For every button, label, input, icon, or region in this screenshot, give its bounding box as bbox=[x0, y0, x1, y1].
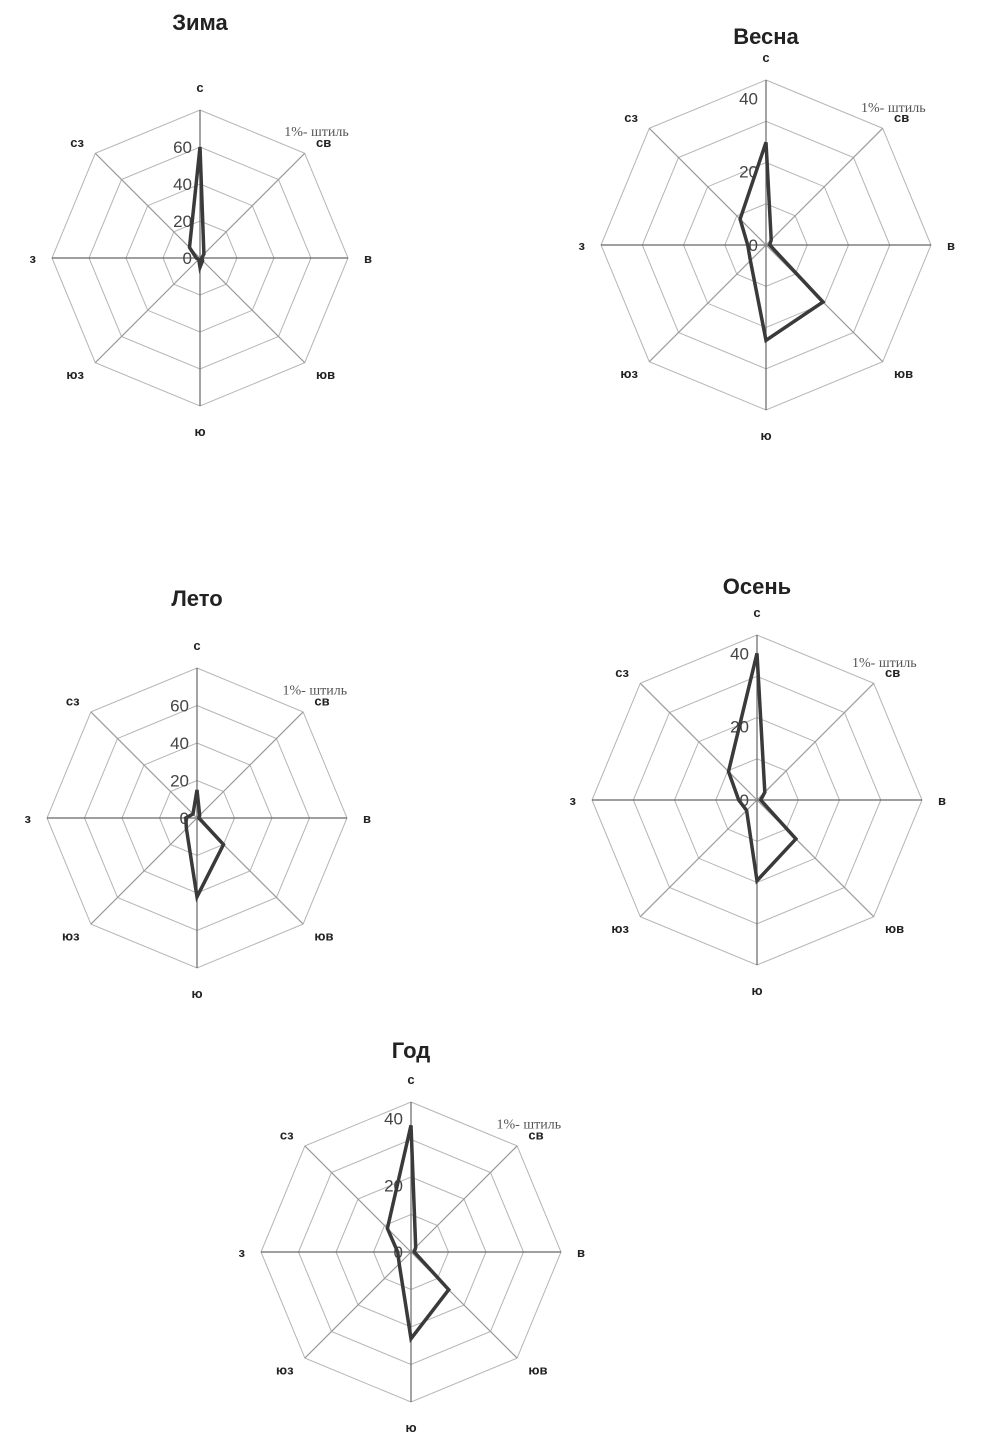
chart-title: Зима bbox=[172, 10, 228, 35]
direction-label: ю bbox=[751, 983, 762, 998]
direction-label: сз bbox=[70, 135, 84, 150]
spoke-юз bbox=[94, 257, 201, 364]
tick-label: 0 bbox=[183, 249, 192, 268]
direction-label: св bbox=[528, 1128, 543, 1143]
spoke-св bbox=[765, 127, 884, 246]
chart-title: Весна bbox=[733, 24, 799, 49]
spoke-сз bbox=[639, 682, 758, 801]
direction-label: св bbox=[894, 110, 909, 125]
direction-label: в bbox=[363, 811, 371, 826]
direction-label: св bbox=[314, 694, 329, 709]
tick-label: 40 bbox=[173, 175, 192, 194]
direction-label: ю bbox=[191, 986, 202, 1001]
tick-label: 60 bbox=[170, 697, 189, 716]
direction-label: з bbox=[30, 251, 37, 266]
direction-label: юв bbox=[885, 921, 904, 936]
direction-label: в bbox=[364, 251, 372, 266]
direction-label: юв bbox=[894, 366, 913, 381]
direction-label: ю bbox=[194, 424, 205, 439]
direction-label: сз bbox=[280, 1128, 294, 1143]
direction-label: с bbox=[753, 605, 760, 620]
direction-label: юз bbox=[276, 1362, 294, 1377]
tick-label: 20 bbox=[170, 772, 189, 791]
direction-label: с bbox=[196, 80, 203, 95]
direction-label: юв bbox=[528, 1362, 547, 1377]
direction-label: с bbox=[193, 638, 200, 653]
calm-note: 1%- штиль bbox=[284, 125, 349, 140]
spoke-сз bbox=[94, 152, 201, 259]
spoke-сз bbox=[648, 127, 767, 246]
calm-note: 1%- штиль bbox=[497, 1118, 562, 1133]
direction-label: юз bbox=[66, 367, 84, 382]
series-line bbox=[187, 146, 206, 274]
direction-label: ю bbox=[760, 428, 771, 443]
spoke-св bbox=[756, 682, 875, 801]
tick-label: 40 bbox=[739, 89, 758, 108]
direction-label: с bbox=[407, 1072, 414, 1087]
chart-title: Год bbox=[392, 1038, 431, 1063]
spoke-юз bbox=[304, 1251, 412, 1359]
chart-title: Лето bbox=[171, 586, 222, 611]
direction-label: сз bbox=[615, 665, 629, 680]
direction-label: в bbox=[577, 1245, 585, 1260]
direction-label: св bbox=[885, 665, 900, 680]
spoke-юв bbox=[765, 244, 884, 363]
direction-label: з bbox=[25, 811, 32, 826]
direction-label: з bbox=[579, 238, 586, 253]
spoke-св bbox=[410, 1145, 518, 1253]
series-line bbox=[385, 1124, 451, 1343]
tick-label: 40 bbox=[384, 1110, 403, 1129]
direction-label: в bbox=[938, 793, 946, 808]
calm-note: 1%- штиль bbox=[861, 101, 926, 116]
direction-label: с bbox=[762, 50, 769, 65]
direction-label: в bbox=[947, 238, 955, 253]
direction-label: юз bbox=[620, 366, 638, 381]
direction-label: з bbox=[570, 793, 577, 808]
calm-note: 1%- штиль bbox=[283, 684, 348, 699]
spoke-св bbox=[196, 711, 304, 819]
spoke-юз bbox=[639, 799, 758, 918]
spoke-сз bbox=[90, 711, 198, 819]
direction-label: сз bbox=[66, 694, 80, 709]
calm-note: 1%- штиль bbox=[852, 656, 917, 671]
tick-label: 40 bbox=[730, 644, 749, 663]
spoke-юв bbox=[199, 257, 306, 364]
spoke-юз bbox=[648, 244, 767, 363]
direction-label: юз bbox=[611, 921, 629, 936]
series-line bbox=[183, 789, 226, 903]
direction-label: сз bbox=[624, 110, 638, 125]
direction-label: юв bbox=[316, 367, 335, 382]
direction-label: ю bbox=[405, 1420, 416, 1435]
direction-label: з bbox=[239, 1245, 246, 1260]
wind-rose-0: 0 20 40 60 с св в юв ю юз з сз Зима 1%- штиль bbox=[30, 10, 372, 439]
tick-label: 0 bbox=[740, 791, 749, 810]
spoke-юз bbox=[90, 817, 198, 925]
direction-label: св bbox=[316, 135, 331, 150]
tick-label: 40 bbox=[170, 734, 189, 753]
direction-label: юз bbox=[62, 928, 80, 943]
chart-title: Осень bbox=[723, 574, 791, 599]
tick-label: 20 bbox=[173, 212, 192, 231]
spoke-св bbox=[199, 152, 306, 259]
tick-label: 0 bbox=[749, 236, 758, 255]
direction-label: юв bbox=[314, 928, 333, 943]
spoke-сз bbox=[304, 1145, 412, 1253]
series-line bbox=[738, 141, 826, 344]
series-line bbox=[726, 652, 799, 885]
tick-label: 60 bbox=[173, 138, 192, 157]
